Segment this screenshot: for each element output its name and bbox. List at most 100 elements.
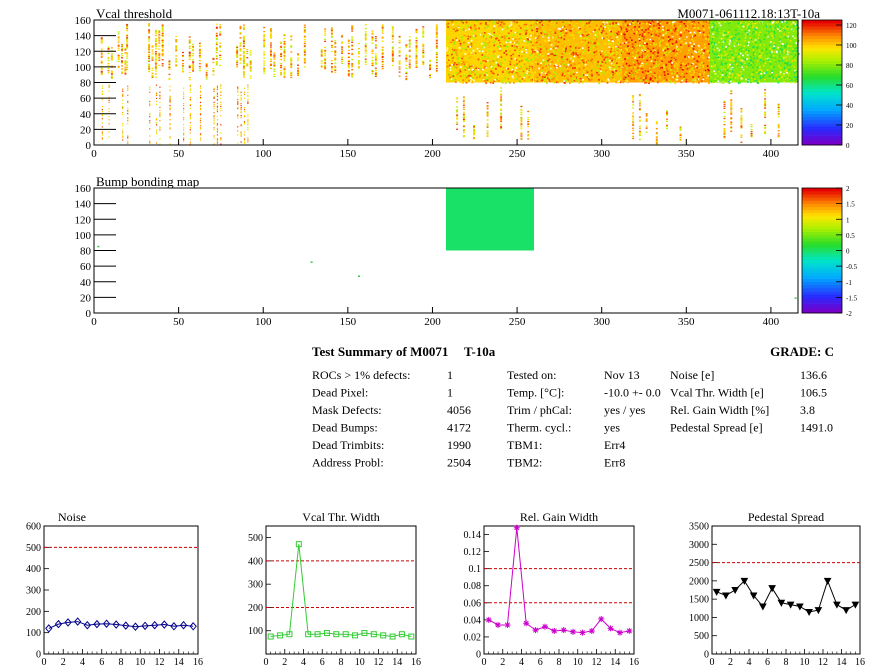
- threshold-pixel: [634, 70, 637, 72]
- threshold-pixel: [243, 93, 246, 95]
- threshold-pixel: [249, 77, 252, 79]
- threshold-pixel: [776, 40, 779, 43]
- threshold-pixel: [702, 52, 705, 55]
- threshold-pixel: [553, 46, 556, 49]
- threshold-pixel: [681, 59, 683, 62]
- threshold-pixel: [161, 32, 164, 34]
- threshold-pixel: [169, 99, 171, 102]
- threshold-pixel: [148, 56, 151, 58]
- threshold-pixel: [117, 66, 120, 69]
- threshold-pixel: [641, 35, 644, 37]
- threshold-pixel: [189, 127, 191, 129]
- threshold-pixel: [779, 71, 782, 73]
- threshold-pixel: [148, 38, 151, 40]
- threshold-pixel: [566, 65, 569, 68]
- threshold-pixel: [756, 33, 758, 36]
- threshold-pixel: [676, 72, 679, 74]
- threshold-pixel: [215, 35, 218, 38]
- threshold-pixel: [597, 43, 600, 45]
- threshold-pixel: [708, 69, 710, 72]
- threshold-pixel: [571, 23, 573, 25]
- threshold-pixel: [303, 48, 306, 51]
- threshold-pixel: [728, 65, 731, 68]
- threshold-pixel: [555, 40, 557, 43]
- threshold-pixel: [556, 61, 559, 64]
- threshold-pixel: [641, 39, 644, 42]
- threshold-pixel: [520, 55, 523, 58]
- threshold-pixel: [435, 55, 438, 58]
- threshold-pixel: [127, 112, 129, 115]
- threshold-pixel: [618, 71, 621, 74]
- threshold-pixel: [673, 24, 676, 27]
- threshold-pixel: [578, 27, 580, 29]
- threshold-pixel: [505, 45, 508, 48]
- threshold-pixel: [405, 58, 408, 60]
- threshold-pixel: [642, 64, 645, 67]
- threshold-pixel: [101, 90, 103, 92]
- threshold-pixel: [591, 41, 593, 43]
- threshold-pixel: [601, 61, 604, 63]
- threshold-pixel: [148, 70, 151, 73]
- threshold-pixel: [519, 33, 521, 36]
- threshold-pixel: [781, 26, 784, 29]
- threshold-pixel: [460, 36, 463, 38]
- threshold-pixel: [121, 68, 123, 70]
- threshold-pixel: [745, 52, 747, 54]
- threshold-pixel: [454, 30, 457, 32]
- threshold-pixel: [465, 63, 468, 66]
- threshold-pixel: [242, 67, 245, 69]
- threshold-pixel: [607, 39, 610, 42]
- threshold-pixel: [784, 69, 786, 72]
- threshold-pixel: [415, 29, 418, 32]
- threshold-pixel: [625, 71, 627, 73]
- threshold-pixel: [790, 71, 793, 74]
- threshold-pixel: [556, 75, 559, 78]
- threshold-pixel: [513, 20, 516, 23]
- threshold-pixel: [188, 45, 191, 47]
- threshold-pixel: [642, 80, 644, 83]
- threshold-pixel: [568, 43, 571, 46]
- threshold-pixel: [648, 82, 650, 85]
- threshold-pixel: [785, 71, 787, 73]
- threshold-pixel: [189, 104, 191, 107]
- threshold-pixel: [771, 70, 774, 73]
- threshold-pixel: [493, 57, 496, 60]
- threshold-pixel: [398, 75, 401, 77]
- threshold-pixel: [212, 69, 215, 72]
- threshold-pixel: [154, 66, 157, 68]
- threshold-pixel: [674, 28, 677, 31]
- threshold-pixel: [408, 46, 411, 48]
- threshold-pixel: [159, 127, 161, 129]
- threshold-pixel: [124, 70, 127, 72]
- threshold-pixel: [615, 70, 617, 72]
- threshold-pixel: [712, 22, 715, 25]
- threshold-pixel: [674, 49, 677, 52]
- threshold-pixel: [541, 25, 543, 28]
- threshold-pixel: [529, 73, 532, 75]
- threshold-pixel: [611, 56, 613, 59]
- threshold-pixel: [786, 38, 789, 40]
- threshold-pixel: [680, 34, 682, 37]
- threshold-pixel: [148, 63, 151, 66]
- threshold-pixel: [729, 47, 732, 50]
- threshold-pixel: [746, 33, 748, 36]
- threshold-pixel: [205, 76, 208, 78]
- threshold-pixel: [686, 61, 689, 64]
- threshold-pixel: [246, 57, 249, 59]
- threshold-pixel: [219, 50, 222, 52]
- threshold-pixel: [646, 67, 649, 70]
- threshold-pixel: [691, 79, 694, 82]
- threshold-pixel: [161, 29, 164, 31]
- threshold-pixel: [237, 134, 239, 136]
- threshold-pixel: [117, 33, 120, 35]
- threshold-pixel: [435, 46, 438, 48]
- threshold-pixel: [663, 74, 666, 76]
- threshold-pixel: [517, 60, 519, 62]
- threshold-pixel: [640, 21, 643, 24]
- threshold-pixel: [627, 75, 630, 77]
- threshold-pixel: [615, 58, 618, 61]
- threshold-pixel: [405, 44, 408, 46]
- threshold-pixel: [127, 120, 129, 122]
- threshold-pixel: [582, 66, 585, 69]
- threshold-pixel: [595, 54, 597, 57]
